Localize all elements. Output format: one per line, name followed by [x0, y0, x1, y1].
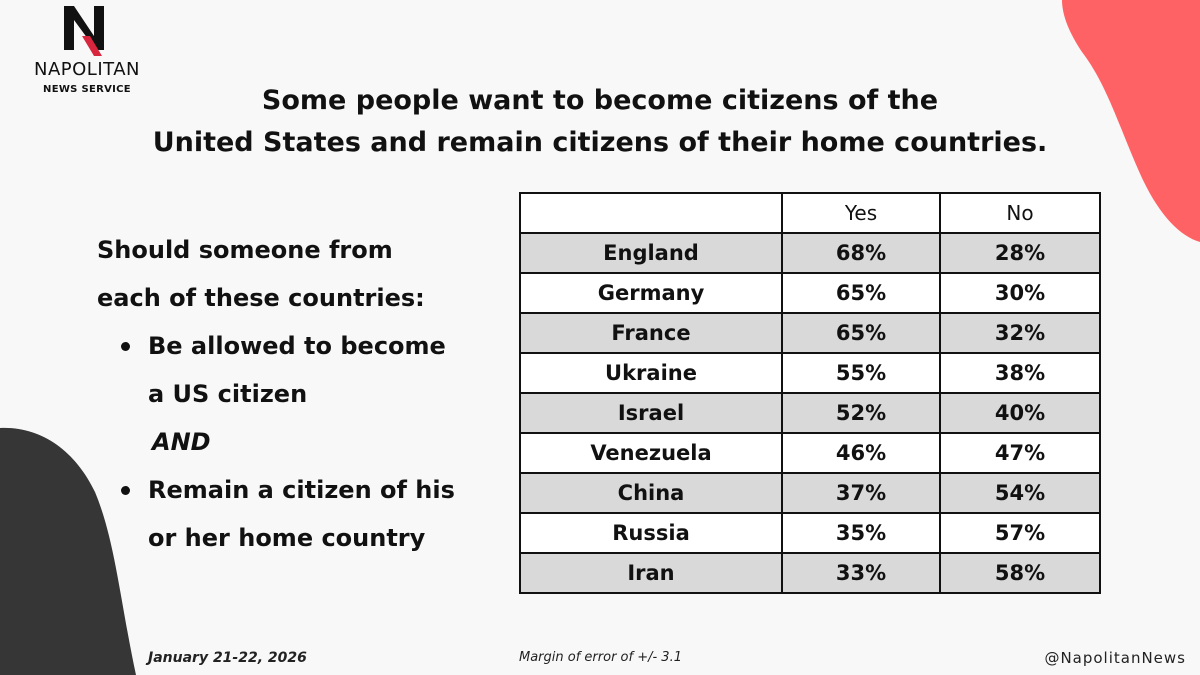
header-no: No [940, 193, 1100, 233]
no-cell: 38% [940, 353, 1100, 393]
country-cell: England [520, 233, 782, 273]
brand-name: NAPOLITAN [12, 59, 162, 80]
question-text: Should someone from each of these countr… [97, 226, 477, 562]
no-cell: 58% [940, 553, 1100, 593]
question-line-2: each of these countries: [97, 274, 477, 322]
napolitan-n-icon [64, 6, 108, 56]
bullet-2-line-2: or her home country [148, 514, 477, 562]
header-country [520, 193, 782, 233]
table-row: Iran 33% 58% [520, 553, 1100, 593]
yes-cell: 52% [782, 393, 940, 433]
title-line-2: United States and remain citizens of the… [100, 122, 1100, 164]
bullet-dot-icon [121, 342, 130, 351]
social-handle: @NapolitanNews [1044, 649, 1186, 667]
table-row: Venezuela 46% 47% [520, 433, 1100, 473]
question-line-1: Should someone from [97, 226, 477, 274]
bullet-1-line-1: Be allowed to become [148, 322, 477, 370]
table-row: Israel 52% 40% [520, 393, 1100, 433]
no-cell: 54% [940, 473, 1100, 513]
country-cell: Israel [520, 393, 782, 433]
no-cell: 57% [940, 513, 1100, 553]
table-row: France 65% 32% [520, 313, 1100, 353]
country-cell: France [520, 313, 782, 353]
yes-cell: 68% [782, 233, 940, 273]
country-cell: Ukraine [520, 353, 782, 393]
country-cell: Venezuela [520, 433, 782, 473]
margin-of-error: Margin of error of +/- 3.1 [519, 650, 682, 665]
yes-cell: 37% [782, 473, 940, 513]
results-table: Yes No England 68% 28% Germany 65% 30% F… [519, 192, 1101, 594]
yes-cell: 65% [782, 273, 940, 313]
bullet-2-line-1: Remain a citizen of his [148, 466, 477, 514]
no-cell: 47% [940, 433, 1100, 473]
country-cell: China [520, 473, 782, 513]
no-cell: 28% [940, 233, 1100, 273]
table-row: England 68% 28% [520, 233, 1100, 273]
no-cell: 32% [940, 313, 1100, 353]
survey-date: January 21-22, 2026 [148, 650, 307, 666]
table-row: Russia 35% 57% [520, 513, 1100, 553]
table-row: Germany 65% 30% [520, 273, 1100, 313]
yes-cell: 33% [782, 553, 940, 593]
header-yes: Yes [782, 193, 940, 233]
page-title: Some people want to become citizens of t… [100, 80, 1100, 164]
yes-cell: 46% [782, 433, 940, 473]
bullet-dot-icon [121, 486, 130, 495]
table-row: Ukraine 55% 38% [520, 353, 1100, 393]
yes-cell: 65% [782, 313, 940, 353]
country-cell: Russia [520, 513, 782, 553]
yes-cell: 35% [782, 513, 940, 553]
table-header-row: Yes No [520, 193, 1100, 233]
bullet-item-2: Remain a citizen of his or her home coun… [97, 466, 477, 562]
and-connector: AND [97, 418, 477, 466]
yes-cell: 55% [782, 353, 940, 393]
country-cell: Germany [520, 273, 782, 313]
title-line-1: Some people want to become citizens of t… [100, 80, 1100, 122]
table-row: China 37% 54% [520, 473, 1100, 513]
bullet-1-line-2: a US citizen [148, 370, 477, 418]
no-cell: 30% [940, 273, 1100, 313]
no-cell: 40% [940, 393, 1100, 433]
bullet-item-1: Be allowed to become a US citizen [97, 322, 477, 418]
country-cell: Iran [520, 553, 782, 593]
